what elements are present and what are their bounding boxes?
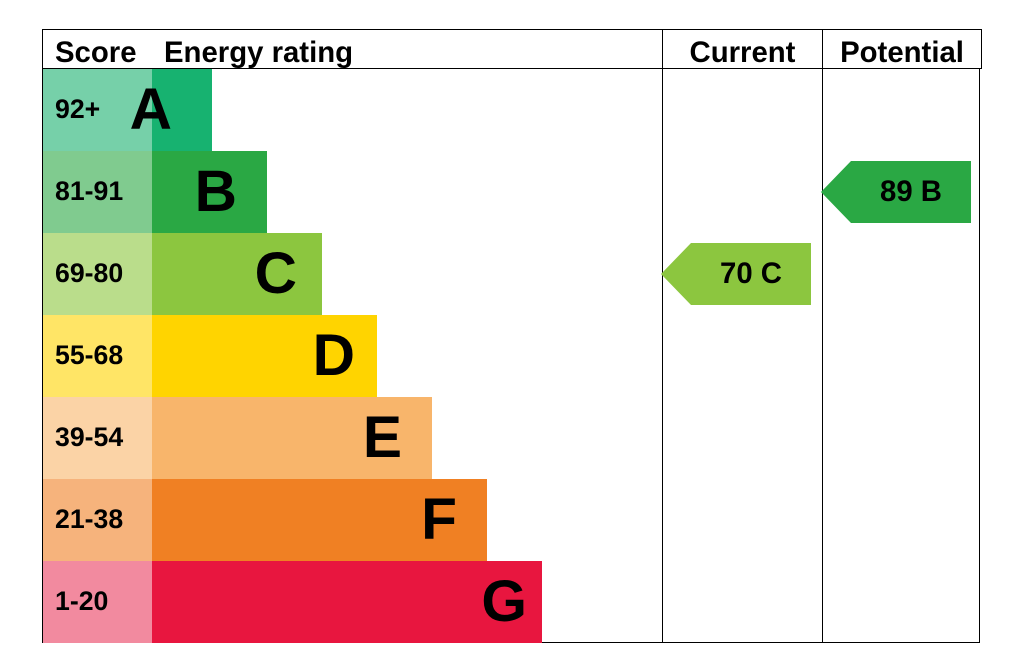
marker-label: 89 B: [851, 161, 971, 223]
header-current: Current: [662, 29, 822, 69]
rating-letter: B: [195, 158, 237, 225]
energy-rating-chart: Score Energy rating Current Potential 92…: [42, 29, 982, 643]
score-label: 55-68: [43, 315, 152, 397]
marker-tip-icon: [821, 161, 851, 223]
marker-tip-icon: [661, 243, 691, 305]
rating-bar-cell: E: [152, 397, 979, 479]
rating-bar-cell: F: [152, 479, 979, 561]
rating-band-row: 69-80 C: [43, 233, 979, 315]
score-label: 81-91: [43, 151, 152, 233]
rating-bar: A: [152, 69, 212, 151]
score-label: 21-38: [43, 479, 152, 561]
rating-letter: F: [421, 486, 457, 553]
rating-bar: C: [152, 233, 322, 315]
rating-bar-cell: G: [152, 561, 979, 643]
marker-label: 70 C: [691, 243, 811, 305]
current-marker: 70 C: [661, 243, 811, 305]
chart-header: Score Energy rating Current Potential: [42, 29, 982, 69]
rating-bar: B: [152, 151, 267, 233]
chart-body: 92+A81-91 B 69-80 C 55-68 D 39-54 E 21-38 F 1-20 G 7…: [42, 69, 980, 643]
score-label: 69-80: [43, 233, 152, 315]
rating-bar-cell: A: [152, 69, 979, 151]
score-label: 1-20: [43, 561, 152, 643]
rating-bar: G: [152, 561, 542, 643]
rating-letter: E: [363, 404, 402, 471]
rating-bar: E: [152, 397, 432, 479]
rating-bar-cell: D: [152, 315, 979, 397]
score-label: 39-54: [43, 397, 152, 479]
rating-letter: C: [255, 240, 297, 307]
rating-letter: G: [481, 568, 527, 635]
header-score: Score: [42, 29, 152, 69]
rating-band-row: 1-20 G: [43, 561, 979, 643]
rating-bar: F: [152, 479, 487, 561]
rating-letter: D: [313, 322, 355, 389]
rating-band-row: 39-54 E: [43, 397, 979, 479]
potential-marker: 89 B: [821, 161, 971, 223]
rating-band-row: 55-68 D: [43, 315, 979, 397]
rating-band-row: 92+A: [43, 69, 979, 151]
header-rating: Energy rating: [152, 29, 662, 69]
rating-bar: D: [152, 315, 377, 397]
column-divider: [662, 69, 663, 642]
rating-bar-cell: C: [152, 233, 979, 315]
column-divider: [822, 69, 823, 642]
header-potential: Potential: [822, 29, 982, 69]
rating-band-row: 21-38 F: [43, 479, 979, 561]
rating-letter: A: [130, 76, 172, 143]
